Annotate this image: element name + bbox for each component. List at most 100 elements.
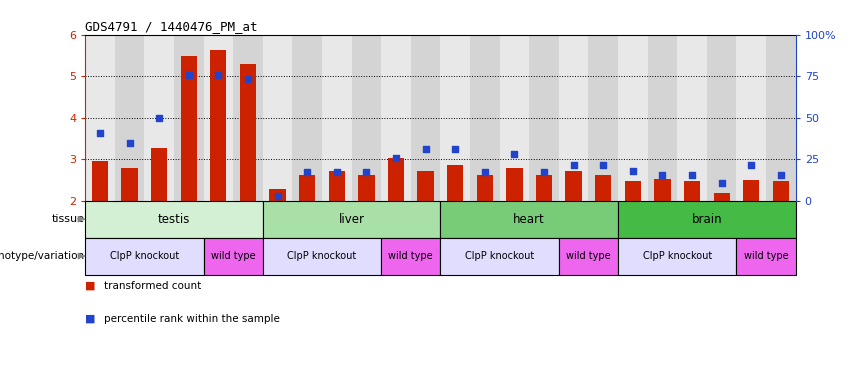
Point (152, 116, 166, 122)
Bar (618, 238, 736, 275)
Bar (388, 158, 404, 201)
Point (300, 169, 314, 175)
Point (93, 130, 106, 136)
Bar (766, 35, 796, 201)
Text: liver: liver (339, 213, 364, 226)
Text: wild type: wild type (388, 251, 433, 261)
Point (537, 169, 551, 175)
Bar (618, 201, 796, 238)
Point (448, 146, 462, 152)
Bar (263, 35, 293, 201)
Point (182, 72, 196, 78)
Text: wild type: wild type (744, 251, 788, 261)
Bar (151, 147, 168, 201)
Bar (381, 35, 411, 201)
Text: brain: brain (692, 213, 722, 226)
Bar (684, 181, 700, 201)
Point (123, 140, 136, 146)
Bar (122, 168, 138, 201)
Bar (270, 189, 286, 201)
Bar (240, 64, 256, 201)
Text: ClpP knockout: ClpP knockout (465, 251, 534, 261)
Text: ClpP knockout: ClpP knockout (643, 251, 712, 261)
Bar (418, 171, 434, 201)
Text: ■: ■ (85, 314, 95, 324)
Bar (351, 35, 381, 201)
Bar (299, 175, 316, 201)
Text: ClpP knockout: ClpP knockout (110, 251, 179, 261)
Bar (595, 175, 611, 201)
Text: tissue: tissue (52, 214, 84, 224)
Bar (536, 175, 552, 201)
Bar (145, 35, 174, 201)
Bar (625, 181, 641, 201)
Point (360, 169, 374, 175)
Bar (322, 35, 351, 201)
Point (745, 162, 758, 169)
Point (774, 172, 788, 178)
Point (389, 155, 403, 161)
Bar (441, 35, 470, 201)
Point (715, 180, 728, 186)
Text: wild type: wild type (566, 251, 611, 261)
Bar (85, 238, 203, 275)
Bar (648, 35, 677, 201)
Text: transformed count: transformed count (104, 281, 201, 291)
Point (685, 172, 699, 178)
Bar (447, 166, 463, 201)
Bar (293, 35, 322, 201)
Bar (559, 238, 618, 275)
Bar (210, 50, 226, 201)
Bar (470, 35, 500, 201)
Bar (85, 35, 115, 201)
Point (567, 162, 580, 169)
Bar (203, 35, 233, 201)
Bar (773, 181, 789, 201)
Bar (736, 238, 796, 275)
Point (507, 151, 521, 157)
Bar (441, 238, 559, 275)
Bar (174, 35, 203, 201)
Bar (477, 175, 493, 201)
Bar (85, 201, 263, 238)
Bar (707, 35, 736, 201)
Point (330, 169, 344, 175)
Bar (618, 35, 648, 201)
Bar (115, 35, 145, 201)
Bar (677, 35, 707, 201)
Bar (588, 35, 618, 201)
Bar (565, 171, 582, 201)
Point (626, 168, 640, 174)
Text: genotype/variation: genotype/variation (0, 251, 84, 261)
Bar (500, 35, 529, 201)
Point (478, 169, 492, 175)
Point (655, 172, 669, 178)
Point (241, 76, 254, 83)
Text: testis: testis (157, 213, 190, 226)
Bar (358, 175, 374, 201)
Bar (529, 35, 559, 201)
Text: ClpP knockout: ClpP knockout (288, 251, 357, 261)
Bar (411, 35, 441, 201)
Bar (203, 238, 263, 275)
Bar (654, 179, 671, 201)
Bar (381, 238, 441, 275)
Text: wild type: wild type (211, 251, 255, 261)
Bar (736, 35, 766, 201)
Bar (506, 168, 523, 201)
Bar (559, 35, 588, 201)
Bar (263, 238, 381, 275)
Bar (713, 193, 730, 201)
Bar (743, 180, 759, 201)
Text: GDS4791 / 1440476_PM_at: GDS4791 / 1440476_PM_at (85, 20, 258, 33)
Bar (233, 35, 263, 201)
Bar (263, 201, 441, 238)
Bar (180, 56, 197, 201)
Point (419, 146, 432, 152)
Bar (92, 161, 108, 201)
Text: percentile rank within the sample: percentile rank within the sample (104, 314, 280, 324)
Point (212, 72, 226, 78)
Point (597, 162, 610, 169)
Text: ■: ■ (85, 281, 95, 291)
Bar (441, 201, 618, 238)
